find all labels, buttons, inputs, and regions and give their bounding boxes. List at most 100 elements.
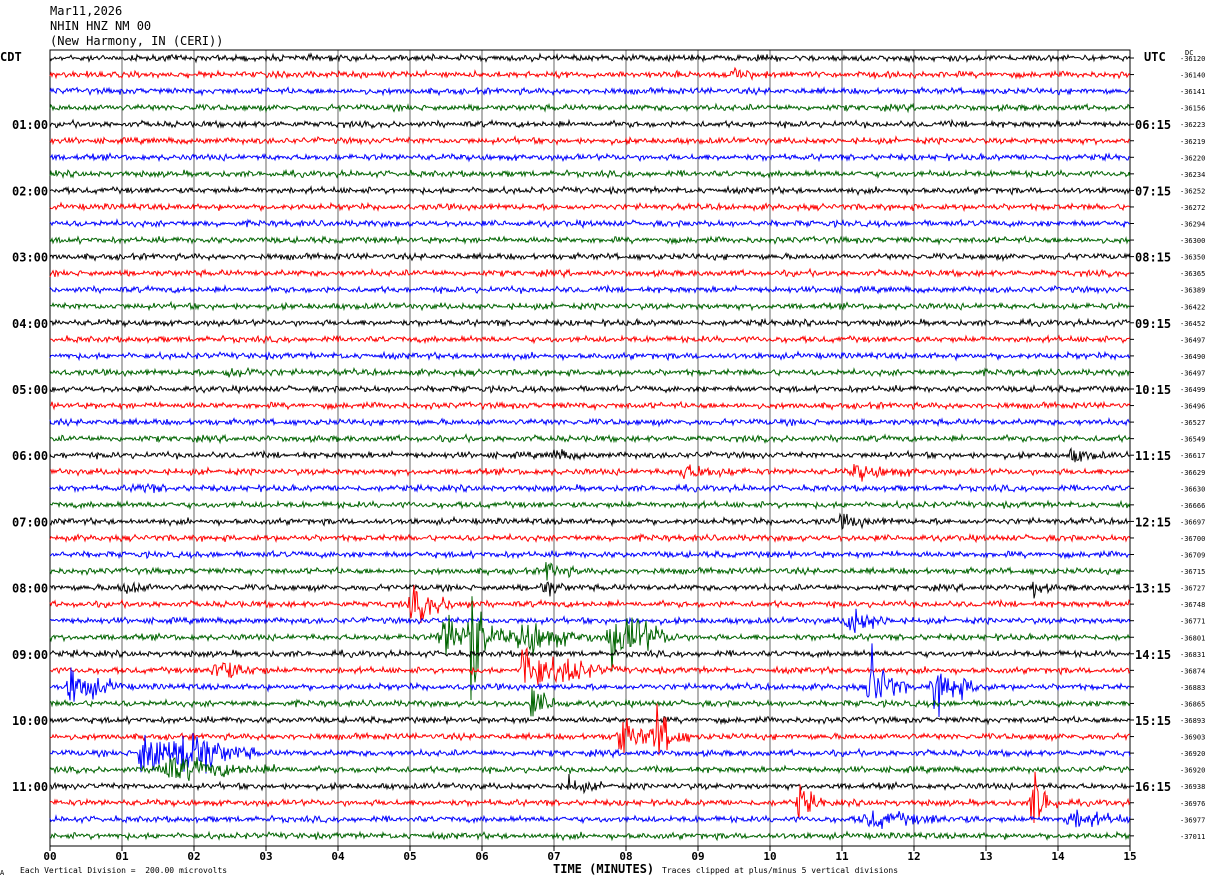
dc-offset-label: -36801 (1180, 634, 1205, 642)
dc-offset-label: -36977 (1180, 816, 1205, 824)
dc-offset-label: -36920 (1180, 767, 1205, 775)
x-tick-label: 14 (1051, 850, 1065, 863)
dc-offset-label: -36497 (1180, 336, 1205, 344)
seismic-trace (49, 384, 1131, 395)
seismic-trace (49, 809, 1131, 829)
seismic-trace (49, 648, 1131, 659)
x-tick-label: 07 (547, 850, 560, 863)
x-tick-label: 13 (979, 850, 992, 863)
station-location: (New Harmony, IN (CERI)) (50, 34, 224, 48)
seismic-trace (49, 218, 1131, 229)
seismic-trace (49, 549, 1131, 560)
dc-offset-label: -36893 (1180, 717, 1205, 725)
dc-offset-label: -36527 (1180, 419, 1205, 427)
x-tick-label: 08 (619, 850, 632, 863)
dc-offset-label: -36865 (1180, 700, 1205, 708)
utc-hour-label: 11:15 (1135, 449, 1171, 463)
dc-offset-label: -36300 (1180, 237, 1205, 245)
seismic-trace (49, 334, 1131, 345)
plot-frame (49, 49, 1131, 847)
seismic-trace (49, 512, 1131, 531)
dc-offset-header: DC (1185, 49, 1194, 57)
dc-offset-label: -36903 (1180, 734, 1205, 742)
dc-offset-label: -36156 (1180, 105, 1205, 113)
utc-hour-label: 13:15 (1135, 582, 1171, 596)
seismic-trace (49, 585, 1131, 624)
cdt-hour-label: 02:00 (12, 184, 48, 198)
dc-offset-label: -37011 (1180, 833, 1205, 841)
seismic-trace (49, 482, 1131, 494)
dc-offset-label: -36389 (1180, 287, 1205, 295)
seismic-trace (49, 201, 1131, 213)
utc-hour-label: 10:15 (1135, 383, 1171, 397)
utc-hour-label: 07:15 (1135, 184, 1171, 198)
seismic-trace (49, 251, 1131, 263)
seismic-trace (49, 447, 1131, 463)
seismic-trace (49, 135, 1131, 147)
dc-offset-label: -36350 (1180, 254, 1205, 262)
dc-offset-label: -36294 (1180, 221, 1205, 229)
dc-offset-label: -36252 (1180, 187, 1205, 195)
seismic-trace (50, 830, 1131, 842)
seismic-trace (49, 596, 1131, 701)
seismic-trace (49, 350, 1131, 362)
utc-hour-label: 08:15 (1135, 251, 1171, 265)
x-tick-label: 06 (475, 850, 489, 863)
seismic-trace (49, 416, 1131, 428)
cdt-hour-label: 06:00 (12, 449, 48, 463)
dc-offset-label: -36223 (1180, 121, 1205, 129)
dc-offset-label: -36496 (1180, 403, 1205, 411)
corner-mark: A (0, 869, 5, 877)
seismic-trace (49, 366, 1131, 378)
dc-offset-label: -36629 (1180, 469, 1205, 477)
cdt-hour-label: 07:00 (12, 515, 48, 529)
x-tick-label: 10 (763, 850, 776, 863)
dc-offset-label: -36883 (1180, 684, 1205, 692)
dc-offset-label: -36497 (1180, 369, 1205, 377)
seismic-trace (49, 608, 1131, 634)
x-tick-label: 04 (331, 850, 345, 863)
cdt-hour-label: 08:00 (12, 582, 48, 596)
seismic-trace (49, 643, 1131, 718)
record-date: Mar11,2026 (50, 4, 123, 18)
seismic-trace (49, 267, 1131, 279)
seismic-trace (49, 532, 1131, 544)
seismic-trace (49, 168, 1131, 179)
seismic-trace (49, 773, 1131, 795)
seismic-trace (49, 646, 1131, 685)
seismic-trace (49, 284, 1131, 295)
clipping-note: Traces clipped at plus/minus 5 vertical … (662, 866, 899, 875)
cdt-hour-label: 03:00 (12, 251, 48, 265)
dc-offset-label: -36422 (1180, 303, 1205, 311)
dc-offset-label: -36976 (1180, 800, 1205, 808)
dc-offset-label: -36141 (1180, 88, 1205, 96)
dc-offset-label: -36938 (1180, 783, 1205, 791)
seismic-trace (49, 433, 1131, 445)
seismic-trace (49, 66, 1131, 81)
x-tick-label: 02 (187, 850, 200, 863)
dc-offset-label: -36120 (1180, 55, 1205, 63)
x-tick-label: 15 (1123, 850, 1136, 863)
dc-offset-label: -36700 (1180, 535, 1205, 543)
cdt-hour-label: 11:00 (12, 780, 48, 794)
dc-offset-label: -36490 (1180, 353, 1205, 361)
dc-offset-label: -36617 (1180, 452, 1205, 460)
x-tick-label: 11 (835, 850, 849, 863)
cdt-hour-label: 05:00 (12, 383, 48, 397)
seismic-trace (49, 235, 1131, 246)
dc-offset-label: -36140 (1180, 72, 1205, 80)
cdt-hour-label: 01:00 (12, 118, 48, 132)
x-tick-label: 12 (907, 850, 920, 863)
utc-hour-label: 06:15 (1135, 118, 1171, 132)
x-tick-label: 05 (403, 850, 416, 863)
dc-offset-label: -36715 (1180, 568, 1205, 576)
dc-offset-label: -36709 (1180, 552, 1205, 560)
utc-hour-label: 09:15 (1135, 317, 1171, 331)
dc-offset-label: -36220 (1180, 154, 1205, 162)
seismic-trace (49, 463, 1131, 482)
seismic-trace (49, 118, 1131, 130)
seismic-trace (49, 102, 1131, 114)
x-tick-label: 09 (691, 850, 704, 863)
utc-hour-label: 14:15 (1135, 648, 1171, 662)
